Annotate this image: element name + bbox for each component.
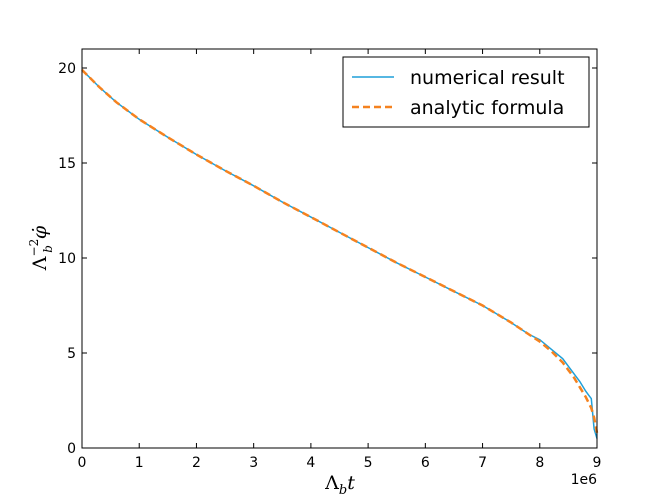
y-tick-label-2: 10 (58, 251, 76, 267)
x-tick-label-9: 9 (593, 455, 602, 471)
x-axis-label: Λbt (324, 472, 355, 498)
y-tick-label-3: 15 (58, 156, 76, 172)
ticks-layer: 0 1 2 3 4 5 6 7 8 9 0 5 10 15 20 (58, 49, 601, 471)
x-tick-label-8: 8 (535, 455, 544, 471)
y-tick-label-0: 0 (67, 441, 76, 457)
x-tick-label-7: 7 (478, 455, 487, 471)
x-tick-label-3: 3 (249, 455, 258, 471)
axes-frame (81, 48, 598, 449)
legend-box (342, 56, 590, 128)
y-axis-label: Λ−2bφ̇ (27, 225, 55, 271)
series-line-analytic-formula (81, 69, 599, 434)
y-tick-label-4: 20 (58, 61, 76, 77)
x-tick-label-5: 5 (364, 455, 373, 471)
x-tick-label-0: 0 (78, 455, 87, 471)
y-tick-label-1: 5 (67, 346, 76, 362)
plot-area: 0 1 2 3 4 5 6 7 8 9 0 5 10 15 20 (58, 48, 601, 471)
x-tick-label-4: 4 (306, 455, 315, 471)
x-tick-label-6: 6 (421, 455, 430, 471)
legend-label-numerical-result: numerical result (410, 67, 565, 89)
x-tick-label-1: 1 (135, 455, 144, 471)
legend-label-analytic-formula: analytic formula (410, 97, 564, 119)
legend: numerical result analytic formula (342, 56, 590, 128)
series-layer (81, 69, 599, 439)
x-tick-label-2: 2 (192, 455, 201, 471)
x-offset-label: 1e6 (571, 472, 598, 488)
